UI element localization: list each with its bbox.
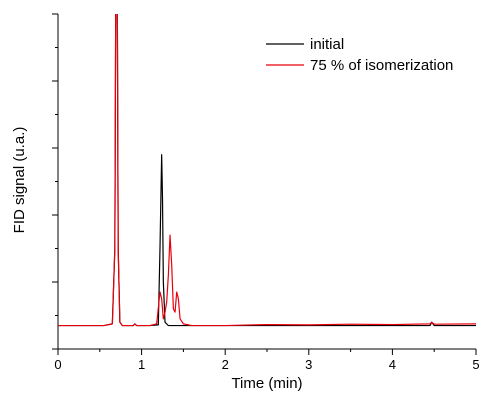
series-line-1 (58, 14, 476, 327)
x-tick-label: 4 (389, 357, 396, 372)
series-line-0 (58, 14, 476, 327)
x-tick-label: 0 (54, 357, 61, 372)
x-tick-label: 3 (305, 357, 312, 372)
axes: 0 1 2 3 4 5 (52, 13, 480, 372)
series-layer (58, 14, 476, 327)
x-axis-label: Time (min) (231, 375, 302, 392)
legend: initial 75 % of isomerization (266, 36, 453, 74)
legend-label-1: 75 % of isomerization (310, 57, 453, 74)
x-tick-label: 5 (472, 357, 479, 372)
y-axis-label: FID signal (u.a.) (11, 127, 28, 234)
x-tick-label: 1 (138, 357, 145, 372)
x-tick-label: 2 (222, 357, 229, 372)
legend-label-0: initial (310, 36, 344, 53)
